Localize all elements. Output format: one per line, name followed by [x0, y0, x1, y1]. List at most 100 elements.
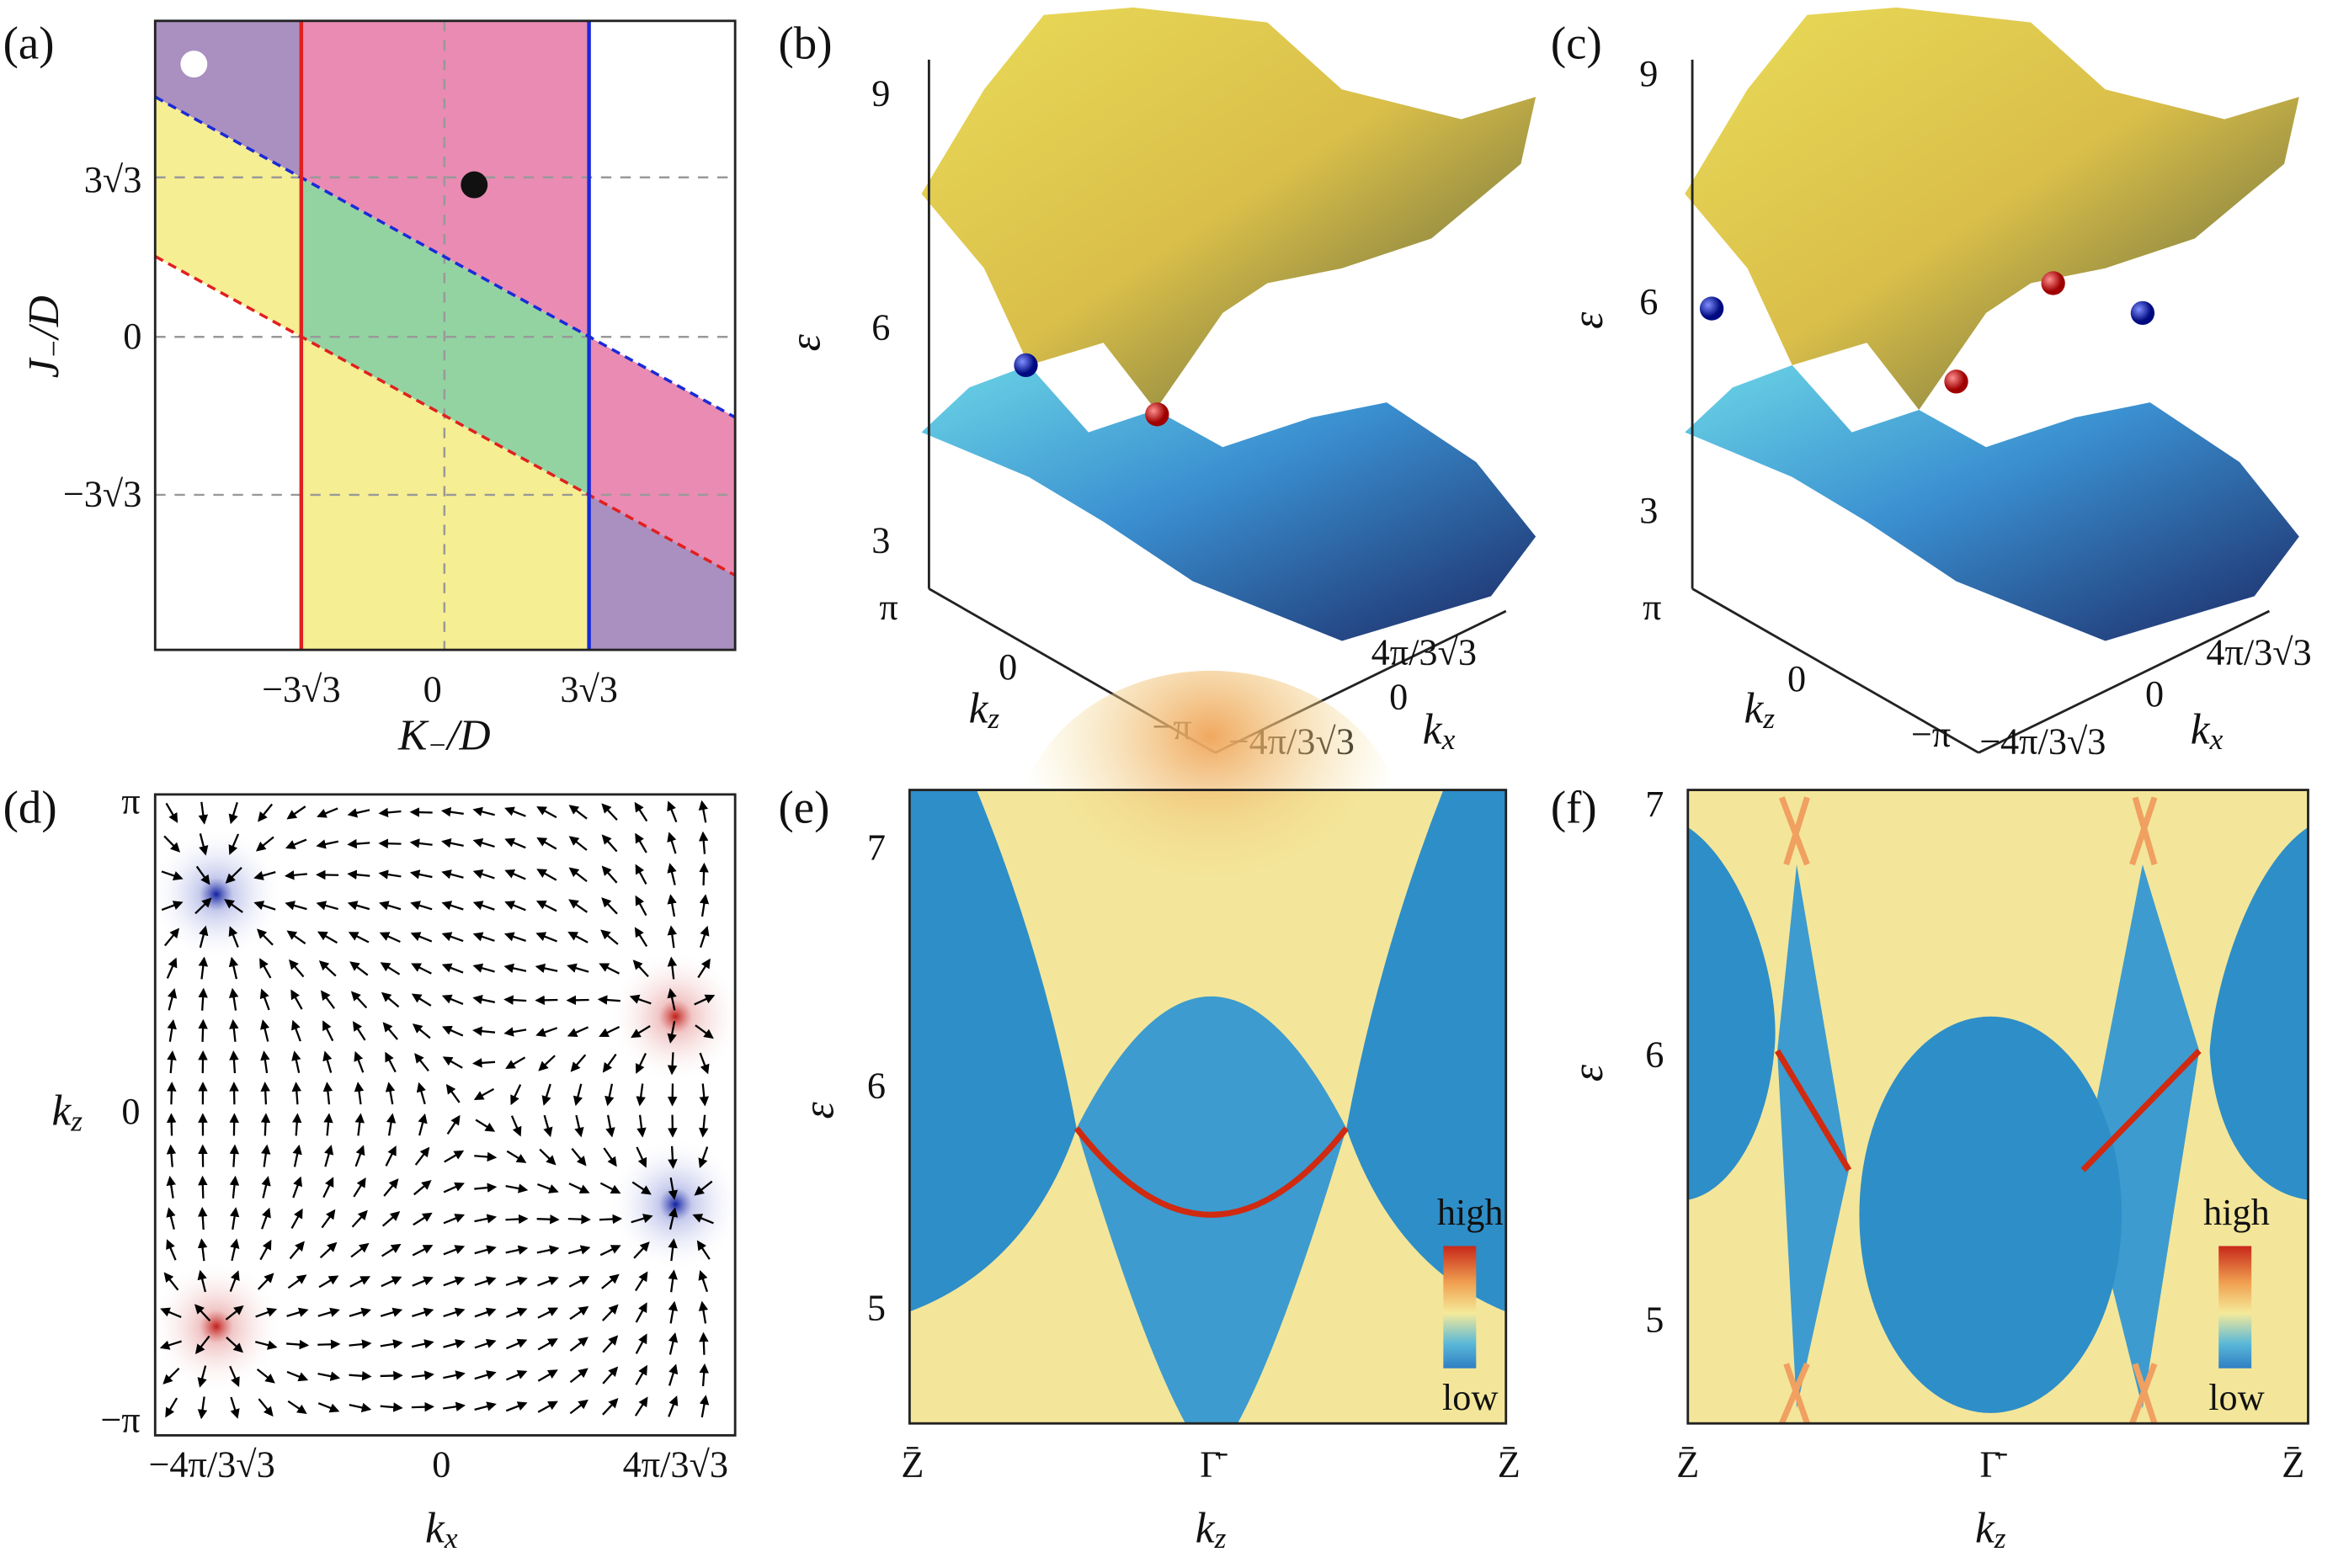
field-arrow	[291, 1082, 302, 1105]
axis-label: ε	[1564, 311, 1612, 329]
weyl-point	[1014, 353, 1038, 378]
axis-label: J−/D	[20, 295, 71, 378]
field-arrow	[195, 865, 210, 885]
field-arrow	[161, 870, 184, 881]
field-arrow	[668, 1395, 679, 1417]
field-arrow	[287, 1274, 307, 1289]
field-arrow	[472, 932, 495, 942]
field-arrow	[442, 1056, 463, 1069]
field-arrow	[510, 1115, 522, 1137]
field-arrow	[667, 894, 677, 917]
field-arrow	[162, 1368, 180, 1385]
field-arrow	[602, 1398, 619, 1416]
field-arrow	[197, 1269, 207, 1293]
field-arrow	[599, 1214, 623, 1225]
axis-label: ε	[781, 333, 829, 351]
field-arrow	[567, 1214, 591, 1225]
field-arrow	[699, 1331, 709, 1355]
vector-field	[159, 800, 716, 1420]
field-arrow	[570, 1054, 587, 1072]
region	[588, 494, 736, 651]
tick-label: Z̄	[1676, 1444, 1699, 1486]
bulk-region	[1076, 996, 1347, 1424]
symbol: k	[1423, 705, 1443, 753]
spectral-weight	[1779, 796, 2158, 1425]
field-arrow	[475, 1119, 496, 1132]
field-arrow	[290, 989, 303, 1010]
field-arrow	[411, 963, 432, 975]
field-arrow	[699, 862, 709, 885]
field-arrow	[667, 1052, 678, 1076]
field-arrow	[229, 1365, 240, 1388]
field-arrow	[536, 869, 557, 881]
field-arrow	[163, 1272, 179, 1291]
panel-label: (a)	[3, 17, 55, 68]
field-arrow	[289, 959, 305, 978]
field-arrow	[698, 800, 709, 823]
field-arrow	[197, 1396, 208, 1420]
field-arrow	[409, 838, 433, 848]
field-arrow	[418, 1113, 428, 1136]
weyl-point	[1699, 296, 1724, 321]
field-arrow	[381, 991, 400, 1008]
field-arrow	[536, 806, 557, 819]
tick-label: 9	[871, 72, 890, 114]
field-arrow	[446, 1114, 461, 1135]
field-arrow	[668, 1177, 679, 1200]
colorbar-label: high	[2203, 1192, 2270, 1233]
field-arrow	[166, 957, 178, 979]
field-arrow	[259, 958, 272, 979]
field-arrow	[505, 1307, 528, 1318]
field-arrow	[317, 1371, 341, 1381]
tick-label: 4π/3√3	[1371, 631, 1477, 672]
region	[155, 97, 301, 338]
field-arrow	[634, 927, 648, 948]
field-arrow	[443, 1307, 466, 1318]
field-arrow	[599, 1182, 621, 1194]
field-arrow	[225, 867, 242, 884]
symbol: k	[969, 684, 989, 732]
field-arrow	[349, 1276, 370, 1288]
field-arrow	[474, 1370, 497, 1380]
field-arrow	[510, 1084, 522, 1106]
field-arrow	[604, 1083, 615, 1107]
field-arrow	[349, 961, 369, 976]
field-arrow	[505, 1276, 528, 1286]
field-arrow	[229, 1144, 240, 1167]
field-arrow	[161, 901, 184, 912]
spectral-weight	[1016, 670, 1405, 999]
field-arrow	[412, 1023, 431, 1039]
field-arrow	[228, 926, 239, 948]
field-arrow	[319, 1241, 338, 1259]
field-arrow	[698, 1114, 709, 1138]
axis-line	[1691, 587, 1979, 754]
field-arrow	[602, 1335, 619, 1353]
surface-state	[2080, 1049, 2202, 1172]
weyl-point	[1944, 369, 1968, 394]
field-arrow	[632, 959, 649, 978]
field-arrow	[472, 901, 495, 911]
region	[588, 337, 736, 576]
field-arrow	[347, 869, 370, 880]
frame	[153, 793, 737, 1437]
band-surface	[1685, 7, 2299, 411]
field-arrow	[543, 1114, 553, 1138]
field-arrow	[636, 1114, 647, 1138]
field-arrow	[385, 1082, 396, 1105]
field-arrow	[600, 929, 619, 945]
tick-label: Z̄	[2282, 1444, 2304, 1486]
field-arrow	[503, 963, 527, 974]
bulk-region	[2083, 864, 2200, 1171]
field-arrow	[197, 1238, 208, 1262]
field-arrow	[667, 987, 677, 1011]
weyl-point	[2130, 300, 2155, 326]
field-arrow	[474, 1151, 498, 1162]
field-arrow	[699, 894, 710, 917]
field-arrow	[538, 1055, 556, 1071]
field-arrow	[472, 806, 495, 816]
field-arrow	[167, 988, 178, 1011]
tick-label: −π	[100, 1399, 140, 1440]
field-arrow	[321, 1209, 336, 1229]
panel-a: (a) 3√3 0 −3√3 −3√3 0 3√3 K−/D J−/D	[3, 17, 737, 762]
field-arrow	[569, 1337, 588, 1352]
